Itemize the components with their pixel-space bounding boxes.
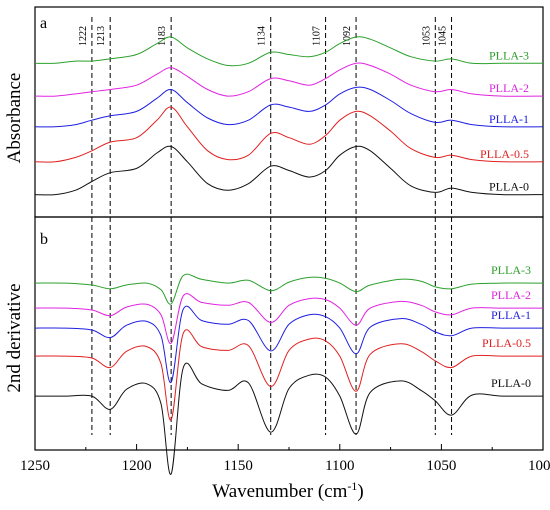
- reference-line-label-1092: 1092: [342, 26, 353, 46]
- x-tick-label-1050: 1050: [426, 458, 456, 474]
- y-axis-label-absorbance: Absorbance: [4, 73, 25, 164]
- reference-line-label-1183: 1183: [157, 26, 168, 46]
- x-axis-label-end: ): [357, 481, 363, 502]
- series-line-b-PLLA-1: [34, 305, 543, 383]
- x-axis: 1250 1200 1150 1100 1050 1000: [20, 444, 550, 474]
- x-tick-label-1150: 1150: [223, 458, 252, 474]
- series-label-b-PLLA-2: PLLA-2: [491, 288, 531, 302]
- series-line-b-PLLA-0.5: [34, 329, 543, 421]
- series-line-b-PLLA-0: [35, 362, 544, 475]
- series-label-b-PLLA-1: PLLA-1: [491, 308, 531, 322]
- series-label-a-PLLA-1: PLLA-1: [489, 112, 529, 126]
- series-line-a-PLLA-0.5: [34, 106, 544, 163]
- series-line-b-PLLA-2: [34, 293, 543, 344]
- reference-line-label-1053: 1053: [421, 26, 432, 46]
- panel-a: 1222 1213 1183 1134 1107 1092 1053 1045 PLLA-3 PL…: [34, 6, 544, 435]
- x-tick-label-1100: 1100: [325, 458, 354, 474]
- series-label-b-PLLA-0.5: PLLA-0.5: [482, 336, 531, 350]
- x-axis-label: Wavenumber (cm-1): [212, 479, 363, 502]
- series-label-a-PLLA-0.5: PLLA-0.5: [480, 147, 529, 161]
- x-axis-label-superscript: -1: [347, 479, 357, 493]
- panel-b-letter: b: [40, 231, 48, 248]
- series-line-a-PLLA-1: [34, 86, 544, 128]
- y-axis-label-2nd-derivative: 2nd derivative: [4, 283, 25, 392]
- reference-line-label-1134: 1134: [257, 26, 268, 46]
- x-tick-label-1250: 1250: [20, 458, 50, 474]
- panel-b: PLLA-3 PLLA-2 PLLA-1 PLLA-0.5 PLLA-0: [34, 216, 544, 475]
- panel-a-frame: [34, 6, 544, 218]
- series-line-a-PLLA-3: [34, 36, 543, 67]
- x-tick-label-1000: 1000: [528, 458, 550, 474]
- panel-a-letter: a: [40, 15, 47, 32]
- x-axis-label-main: Wavenumber (cm: [212, 481, 347, 502]
- series-label-a-PLLA-3: PLLA-3: [489, 48, 529, 62]
- series-label-a-PLLA-0: PLLA-0: [489, 180, 529, 194]
- panel-b-frame: [34, 216, 544, 451]
- series-line-a-PLLA-0: [34, 145, 544, 196]
- reference-line-label-1045: 1045: [438, 26, 449, 46]
- series-line-a-PLLA-2: [34, 62, 544, 97]
- reference-line-label-1107: 1107: [312, 26, 323, 46]
- reference-line-label-1222: 1222: [78, 26, 89, 46]
- reference-line-label-1213: 1213: [96, 26, 107, 46]
- series-label-a-PLLA-2: PLLA-2: [489, 81, 529, 95]
- series-label-b-PLLA-0: PLLA-0: [491, 376, 531, 390]
- x-tick-label-1200: 1200: [122, 458, 152, 474]
- series-label-b-PLLA-3: PLLA-3: [491, 263, 531, 277]
- series-line-b-PLLA-3: [34, 273, 544, 305]
